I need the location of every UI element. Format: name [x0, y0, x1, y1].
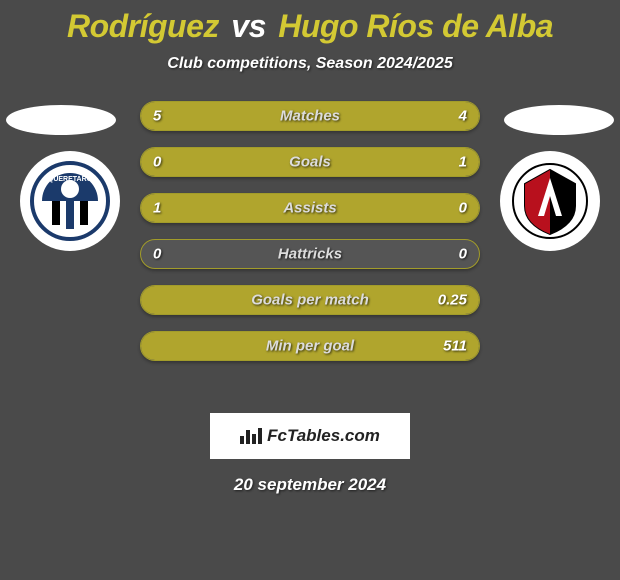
stat-value-right: 1: [459, 154, 467, 171]
queretaro-crest-icon: QUERETARO: [30, 161, 110, 241]
brand-badge: FcTables.com: [210, 413, 410, 459]
stat-bar-fill-left: [141, 148, 209, 176]
stat-bars: 5 4 Matches 0 1 Goals 1 0 Assists 0 0 Hattricks 0.25…: [140, 101, 480, 361]
stat-bar: 511 Min per goal: [140, 331, 480, 361]
comparison-area: QUERETARO 5 4 Matches 0 1 Goals 1 0 Assists 0 0 Hat…: [0, 101, 620, 391]
stat-value-right: 511: [443, 338, 467, 355]
title: Rodríguez vs Hugo Ríos de Alba: [0, 0, 620, 45]
title-player1: Rodríguez: [67, 8, 219, 44]
stat-bar-fill-right: [411, 194, 479, 222]
stat-value-left: 0: [153, 154, 161, 171]
stat-value-right: 4: [459, 108, 467, 125]
chart-icon: [240, 428, 262, 444]
stat-bar: 1 0 Assists: [140, 193, 480, 223]
stat-value-right: 0: [459, 200, 467, 217]
stat-label: Goals per match: [251, 292, 369, 309]
brand-text: FcTables.com: [267, 426, 380, 446]
stat-bar: 5 4 Matches: [140, 101, 480, 131]
team-badge-left: QUERETARO: [20, 151, 120, 251]
svg-text:QUERETARO: QUERETARO: [48, 176, 93, 183]
subtitle: Club competitions, Season 2024/2025: [0, 55, 620, 73]
stat-label: Assists: [283, 200, 336, 217]
stat-label: Min per goal: [266, 338, 354, 355]
title-player2: Hugo Ríos de Alba: [278, 8, 553, 44]
stat-value-right: 0.25: [438, 292, 467, 309]
title-vs: vs: [231, 8, 266, 44]
stat-label: Goals: [289, 154, 331, 171]
stat-value-left: 5: [153, 108, 161, 125]
stat-bar-fill-left: [141, 194, 411, 222]
stat-bar-fill-right: [209, 148, 479, 176]
stat-value-right: 0: [459, 246, 467, 263]
player-photo-placeholder-right: [504, 105, 614, 135]
stat-bar-fill-right: [327, 102, 479, 130]
stat-bar: 0 1 Goals: [140, 147, 480, 177]
stat-bar: 0.25 Goals per match: [140, 285, 480, 315]
stat-value-left: 0: [153, 246, 161, 263]
team-badge-right: [500, 151, 600, 251]
stat-label: Matches: [280, 108, 340, 125]
date: 20 september 2024: [0, 475, 620, 495]
player-photo-placeholder-left: [6, 105, 116, 135]
stat-label: Hattricks: [278, 246, 342, 263]
stat-bar: 0 0 Hattricks: [140, 239, 480, 269]
stat-value-left: 1: [153, 200, 161, 217]
atlas-crest-icon: [511, 162, 589, 240]
